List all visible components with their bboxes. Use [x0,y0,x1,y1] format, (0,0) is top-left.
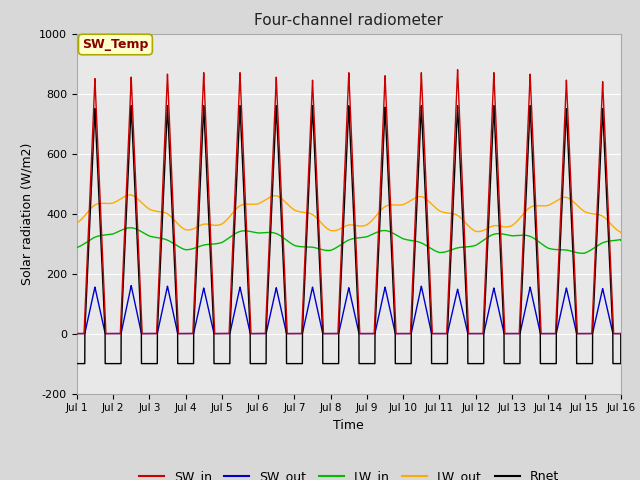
Legend: SW_in, SW_out, LW_in, LW_out, Rnet: SW_in, SW_out, LW_in, LW_out, Rnet [134,465,564,480]
Text: SW_Temp: SW_Temp [82,38,148,51]
X-axis label: Time: Time [333,419,364,432]
Title: Four-channel radiometer: Four-channel radiometer [254,13,444,28]
Y-axis label: Solar radiation (W/m2): Solar radiation (W/m2) [20,143,33,285]
